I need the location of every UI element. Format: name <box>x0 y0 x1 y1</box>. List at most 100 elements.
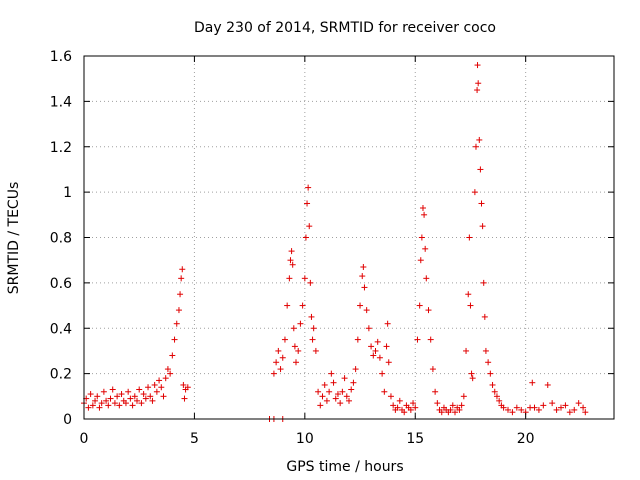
data-point <box>474 87 481 94</box>
data-point <box>423 275 430 282</box>
data-point <box>575 400 582 407</box>
data-point <box>482 347 489 354</box>
data-point <box>109 386 116 393</box>
data-point <box>491 388 498 395</box>
data-point <box>518 406 525 413</box>
data-point <box>305 184 312 191</box>
data-point <box>387 393 394 400</box>
data-point <box>407 406 414 413</box>
data-point <box>513 404 520 411</box>
data-point <box>145 384 152 391</box>
data-point <box>295 347 302 354</box>
data-point <box>330 379 337 386</box>
data-point <box>287 257 294 264</box>
data-point <box>463 347 470 354</box>
y-tick-label: 0.2 <box>50 367 72 383</box>
data-point <box>571 406 578 413</box>
data-point <box>162 375 169 382</box>
data-point <box>529 379 536 386</box>
data-point <box>427 336 434 343</box>
data-point <box>429 366 436 373</box>
data-point <box>343 393 350 400</box>
y-tick-label: 0 <box>63 412 72 428</box>
data-point <box>396 397 403 404</box>
data-point <box>138 400 145 407</box>
x-tick-label: 10 <box>296 431 314 447</box>
data-point <box>307 279 314 286</box>
data-point <box>158 384 165 391</box>
y-tick-label: 1.4 <box>50 94 72 110</box>
data-point <box>293 359 299 366</box>
data-point <box>281 336 288 343</box>
data-point <box>275 347 282 354</box>
data-point <box>306 223 313 230</box>
data-point <box>299 302 306 309</box>
data-point <box>485 359 492 366</box>
data-point <box>301 275 308 282</box>
x-tick-label: 15 <box>406 431 424 447</box>
x-axis-label: GPS time / hours <box>286 459 403 475</box>
y-tick-label: 1 <box>63 185 72 201</box>
data-point <box>114 393 121 400</box>
data-point <box>289 261 296 268</box>
data-point <box>419 205 426 212</box>
data-point <box>177 291 184 298</box>
data-point <box>321 381 328 388</box>
data-point <box>385 359 392 366</box>
data-point <box>460 393 467 400</box>
data-point <box>489 381 496 388</box>
data-point <box>447 406 454 413</box>
data-point <box>481 313 488 320</box>
data-point <box>422 245 429 252</box>
x-tick-label: 0 <box>80 431 89 447</box>
data-point <box>417 257 424 264</box>
data-point <box>381 388 388 395</box>
data-point <box>390 402 397 409</box>
data-point <box>500 404 507 411</box>
data-point <box>580 404 587 411</box>
y-tick-label: 0.4 <box>50 321 72 337</box>
data-point <box>360 263 367 270</box>
data-point <box>312 347 319 354</box>
data-point <box>291 343 298 350</box>
data-point <box>401 409 408 416</box>
data-point <box>558 404 564 411</box>
data-point <box>540 402 547 409</box>
data-point <box>89 402 96 409</box>
data-point <box>496 397 503 404</box>
data-point <box>480 279 487 286</box>
data-point <box>116 402 123 409</box>
data-point <box>549 400 556 407</box>
y-tick-label: 1.6 <box>50 49 72 65</box>
data-point <box>458 402 465 409</box>
data-point <box>493 393 500 400</box>
data-point <box>372 347 379 354</box>
data-point <box>544 381 551 388</box>
data-point <box>468 370 475 377</box>
data-point <box>111 400 118 407</box>
data-point <box>180 381 187 388</box>
ticks-layer: 0 0.2 0.4 0.6 0.8 1 1.2 1.4 1.6 0 5 10 15 20 <box>50 49 614 447</box>
data-point <box>270 370 277 377</box>
data-point <box>315 388 322 395</box>
data-point <box>290 325 297 332</box>
data-points-layer <box>81 62 589 422</box>
data-point <box>412 404 419 411</box>
data-point <box>505 406 511 413</box>
data-point <box>432 388 439 395</box>
data-point <box>384 320 391 327</box>
data-point <box>452 409 458 416</box>
data-point <box>87 391 94 398</box>
y-axis-label: SRMTID / TECUs <box>6 182 22 295</box>
data-point <box>288 248 295 255</box>
data-point <box>167 370 174 377</box>
x-tick-label: 20 <box>517 431 535 447</box>
data-point <box>153 388 160 395</box>
data-point <box>467 302 474 309</box>
data-point <box>118 391 125 398</box>
data-point <box>277 366 284 373</box>
data-point <box>184 384 191 391</box>
data-point <box>178 275 185 282</box>
data-point <box>553 406 560 413</box>
data-point <box>309 336 316 343</box>
